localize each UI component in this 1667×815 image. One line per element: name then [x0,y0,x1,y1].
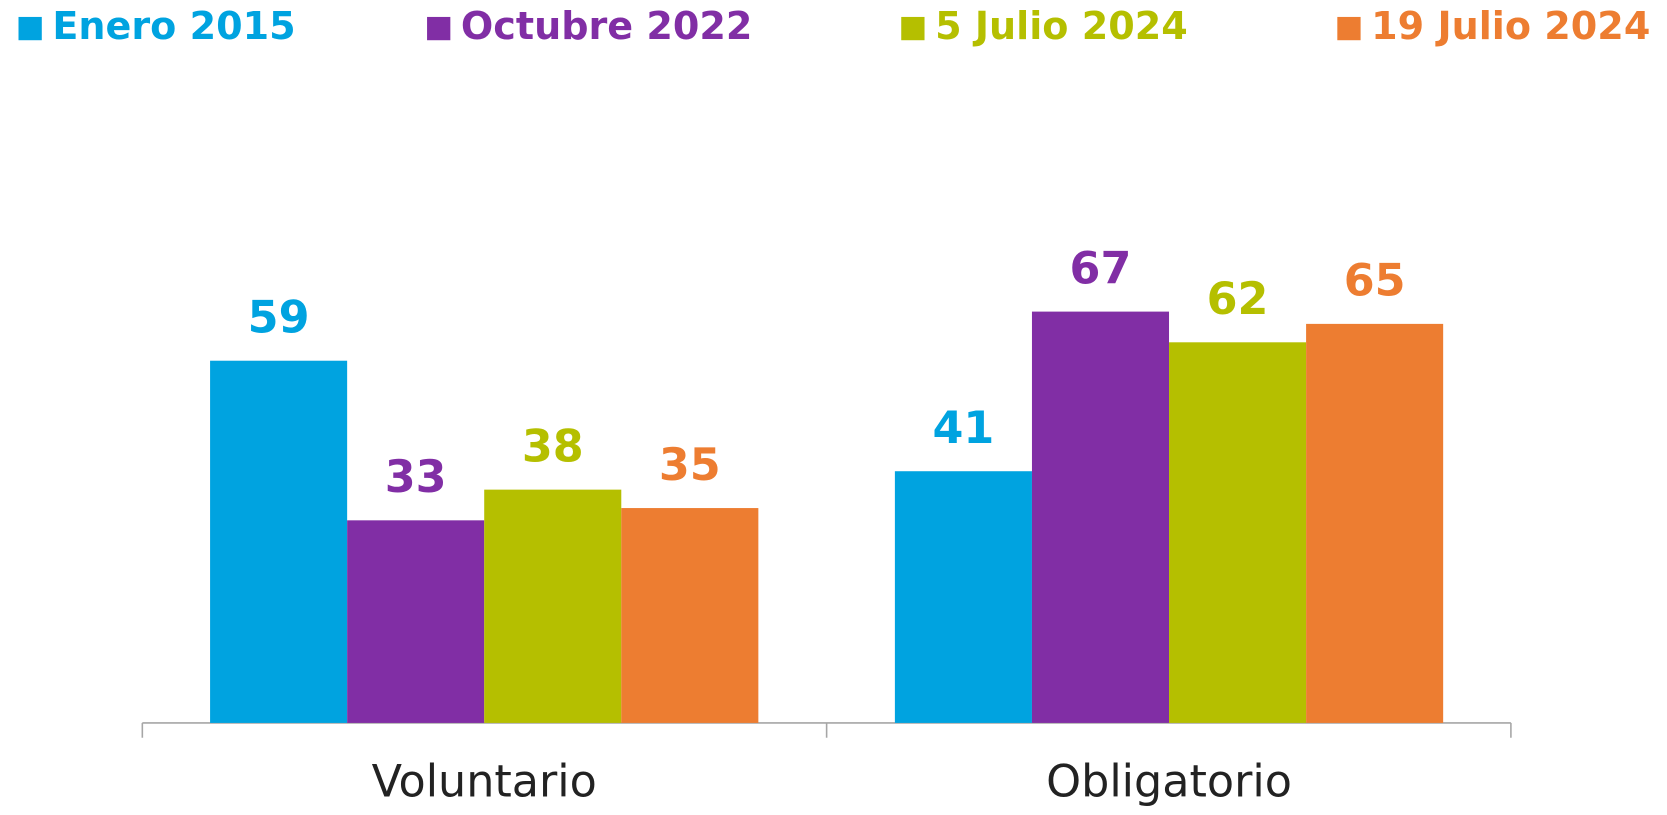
bar [210,360,348,723]
legend-label: 5 Julio 2024 [935,4,1188,48]
legend-swatch [1337,16,1361,41]
data-label: 33 [385,452,447,503]
data-label: 38 [522,421,584,472]
bar [1031,311,1170,723]
bar [1306,323,1444,723]
x-tick-label: Obligatorio [1046,756,1292,807]
data-label: 65 [1344,256,1406,307]
bar [894,471,1032,723]
legend-label: Octubre 2022 [461,4,752,48]
data-label: 41 [933,403,995,454]
data-label: 62 [1207,274,1269,325]
bar [347,520,485,723]
data-label: 35 [659,440,721,491]
legend-label: Enero 2015 [52,4,295,48]
bar [484,489,622,723]
legend-swatch [18,16,42,41]
legend-swatch [901,16,925,41]
data-label: 59 [248,292,310,343]
bar [621,508,759,723]
legend-swatch [427,16,451,41]
data-label: 67 [1070,243,1132,294]
x-tick-label: Voluntario [372,756,597,807]
bar [1169,342,1307,723]
legend-label: 19 Julio 2024 [1371,4,1650,48]
